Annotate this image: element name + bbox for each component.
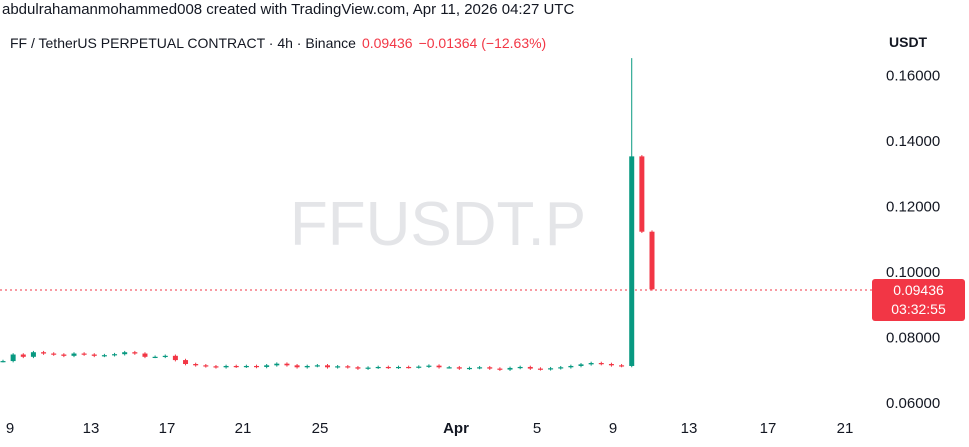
candle-body (456, 367, 462, 369)
time-tick-label: Apr (443, 420, 469, 437)
badge-countdown: 03:32:55 (891, 301, 946, 317)
candle-body (517, 366, 523, 369)
candle-body (639, 156, 645, 232)
candle-body (223, 365, 229, 368)
time-tick-label: 13 (83, 420, 100, 437)
candle-body (10, 354, 16, 362)
candle-body (213, 366, 219, 368)
candle-body (274, 363, 280, 366)
candle-body (20, 354, 26, 357)
candle-body (61, 354, 67, 356)
candle-body (30, 352, 36, 357)
candle-body (527, 366, 533, 369)
candle-body (395, 366, 401, 369)
symbol-legend: FF / TetherUS PERPETUAL CONTRACT · 4h · … (10, 34, 546, 52)
candle-body (183, 360, 189, 365)
candle-body (578, 364, 584, 366)
candle-body (649, 231, 655, 290)
symbol-watermark: FFUSDT.P (290, 190, 586, 259)
price-tick-label: 0.06000 (886, 395, 940, 412)
candle-body (446, 367, 452, 369)
candle-body (426, 365, 432, 367)
candle-body (304, 365, 310, 368)
candle-body (233, 365, 239, 368)
candle-body (477, 367, 483, 369)
candle-body (375, 366, 381, 369)
candle-body (548, 368, 554, 370)
time-tick-label: 17 (159, 420, 176, 437)
candle-body (619, 365, 625, 367)
candle-body (497, 368, 503, 370)
symbol-title[interactable]: FF / TetherUS PERPETUAL CONTRACT · 4h · … (10, 35, 356, 51)
candle-body (112, 354, 118, 356)
candle-body (294, 365, 300, 368)
candle-body (629, 156, 635, 366)
time-tick-label: 21 (235, 420, 252, 437)
price-axis-labels[interactable]: 0.16000 0.14000 0.12000 0.10000 0.08000 0.060… (886, 68, 940, 413)
candle-body (608, 364, 614, 366)
candle-body (41, 352, 47, 354)
candle-body (365, 367, 371, 369)
candle-body (335, 366, 341, 368)
candle-body (416, 366, 422, 368)
price-change-value: −0.01364 (−12.63%) (418, 35, 547, 51)
candle-body (101, 355, 107, 357)
time-tick-label: 21 (837, 420, 854, 437)
candle-body (436, 365, 442, 368)
candle-body (345, 366, 351, 368)
candle-body (598, 363, 604, 365)
candle-body (122, 352, 128, 355)
candle-body (537, 368, 543, 370)
candle-body (152, 356, 158, 359)
candle-body (193, 364, 199, 366)
candle-body (558, 367, 564, 369)
time-tick-label: 17 (760, 420, 777, 437)
candle-body (132, 352, 138, 354)
candle-body (385, 366, 391, 369)
price-chart[interactable]: FFUSDT.P 0.160000.140000.120000.100000.0… (0, 22, 969, 447)
candle-body (588, 363, 594, 365)
last-price-badge: 0.09436 03:32:55 (872, 279, 965, 321)
time-tick-label: 25 (312, 420, 329, 437)
candle-body (568, 365, 574, 368)
chart-credit: abdulrahamanmohammed008 created with Tra… (2, 1, 575, 18)
price-axis-unit[interactable]: USDT (889, 34, 928, 50)
price-tick-label: 0.12000 (886, 199, 940, 216)
candle-body (466, 367, 472, 370)
candle-body (172, 355, 178, 361)
candle-body (254, 365, 260, 368)
candle-body (507, 367, 513, 370)
candle-body (314, 365, 320, 367)
candle-body (142, 353, 148, 357)
price-tick-label: 0.08000 (886, 330, 940, 347)
candle-body (355, 367, 361, 369)
price-tick-label: 0.10000 (886, 264, 940, 281)
candle-body (487, 367, 493, 369)
time-tick-label: 9 (6, 420, 14, 437)
candle-body (51, 353, 57, 355)
candle-body (162, 355, 168, 358)
time-tick-label: 13 (681, 420, 698, 437)
time-tick-label: 9 (609, 420, 617, 437)
last-price-value: 0.09436 (361, 35, 413, 51)
badge-price: 0.09436 (893, 282, 944, 298)
time-tick-label: 5 (533, 420, 541, 437)
candle-body (81, 353, 87, 355)
candle-body (71, 353, 77, 356)
candle-body (264, 365, 270, 367)
candle-body (243, 365, 249, 368)
time-axis-labels[interactable]: 9 13 17 21 25 Apr 5 9 13 17 21 (6, 420, 854, 437)
candle-body (406, 366, 412, 369)
candle-body (325, 365, 330, 368)
candle-body (91, 354, 97, 356)
price-tick-label: 0.14000 (886, 133, 940, 150)
candle-body (284, 363, 290, 366)
candle-body (0, 361, 6, 363)
candle-group (0, 58, 655, 371)
price-tick-label: 0.16000 (886, 68, 940, 85)
candle-body (203, 365, 209, 367)
